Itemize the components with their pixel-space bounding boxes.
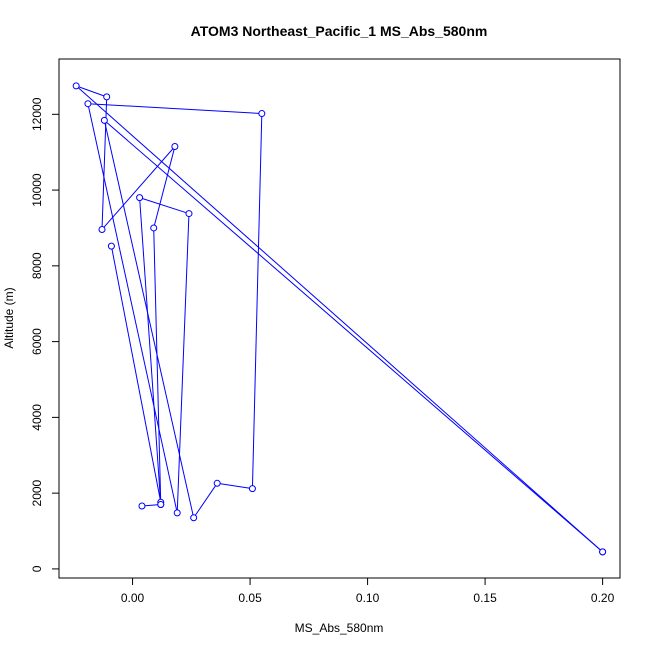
y-tick-label: 2000 (30, 479, 44, 506)
y-tick-label: 4000 (30, 404, 44, 431)
series-segment (176, 213, 190, 513)
series-segment (101, 96, 108, 230)
x-tick-label: 0.00 (121, 591, 145, 605)
x-tick-label: 0.15 (473, 591, 497, 605)
series-segment (139, 197, 162, 505)
x-tick-label: 0.20 (591, 591, 615, 605)
series-ms-abs-580nm (75, 85, 603, 553)
data-point (171, 143, 179, 151)
data-point (248, 485, 256, 493)
series-segment (75, 85, 603, 553)
data-point (150, 224, 158, 232)
series-segment (153, 146, 176, 229)
data-point (258, 110, 266, 118)
x-tick-label: 0.05 (238, 591, 262, 605)
series-segment (87, 103, 262, 115)
data-point (136, 194, 144, 202)
x-axis-label: MS_Abs_580nm (295, 621, 384, 635)
series-segment (139, 197, 190, 215)
data-point (138, 502, 146, 510)
data-point (84, 100, 92, 108)
chart-title: ATOM3 Northeast_Pacific_1 MS_Abs_580nm (191, 23, 488, 39)
series-segment (101, 146, 176, 230)
series-segment (153, 227, 162, 505)
data-point (103, 93, 111, 101)
data-point (107, 242, 115, 250)
y-axis-label: Altitude (m) (2, 287, 16, 348)
series-segment (75, 85, 107, 98)
series-segment (110, 246, 162, 503)
series-segment (217, 482, 253, 490)
x-tick-label: 0.10 (356, 591, 380, 605)
data-point (98, 225, 106, 233)
series-segment (251, 113, 263, 489)
data-point (185, 210, 193, 218)
y-axis: 0 2000 4000 6000 8000 10000 12000 (30, 97, 60, 572)
data-point (72, 82, 80, 90)
series-points (72, 82, 607, 556)
data-point (157, 501, 165, 509)
series-segment (193, 483, 218, 519)
data-point (100, 116, 108, 124)
y-tick-label: 0 (30, 565, 44, 572)
series-segment (103, 120, 195, 518)
data-point (190, 514, 198, 522)
data-point (213, 479, 221, 487)
data-point (599, 548, 607, 556)
y-tick-label: 6000 (30, 328, 44, 355)
data-point (173, 509, 181, 517)
y-tick-label: 10000 (30, 173, 44, 207)
y-tick-label: 12000 (30, 97, 44, 131)
y-tick-label: 8000 (30, 252, 44, 279)
x-axis: 0.00 0.05 0.10 0.15 0.20 (121, 577, 615, 605)
series-segment (104, 119, 603, 553)
series-segment (87, 103, 178, 513)
